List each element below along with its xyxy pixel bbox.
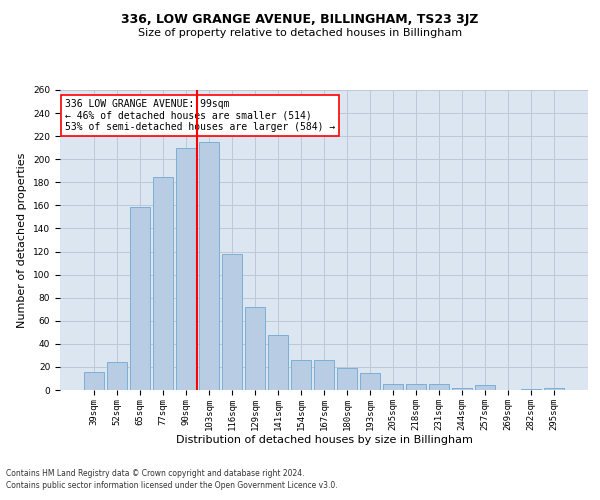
Bar (475, 386, 495, 390)
Bar (430, 384, 449, 390)
Bar (452, 388, 472, 390)
Text: 336 LOW GRANGE AVENUE: 99sqm
← 46% of detached houses are smaller (514)
53% of s: 336 LOW GRANGE AVENUE: 99sqm ← 46% of de… (65, 99, 335, 132)
Bar (544, 388, 564, 390)
Bar (222, 254, 242, 390)
Bar (360, 372, 380, 390)
Bar (107, 362, 127, 390)
Text: Contains HM Land Registry data © Crown copyright and database right 2024.: Contains HM Land Registry data © Crown c… (6, 468, 305, 477)
Bar (314, 360, 334, 390)
Bar (383, 384, 403, 390)
Bar (153, 176, 173, 390)
X-axis label: Distribution of detached houses by size in Billingham: Distribution of detached houses by size … (176, 436, 472, 446)
Bar (176, 148, 196, 390)
Bar (406, 384, 426, 390)
Bar (245, 307, 265, 390)
Bar (199, 142, 218, 390)
Bar (268, 334, 288, 390)
Bar (84, 372, 104, 390)
Bar (130, 206, 149, 390)
Text: 336, LOW GRANGE AVENUE, BILLINGHAM, TS23 3JZ: 336, LOW GRANGE AVENUE, BILLINGHAM, TS23… (121, 12, 479, 26)
Y-axis label: Number of detached properties: Number of detached properties (17, 152, 28, 328)
Bar (521, 389, 541, 390)
Text: Contains public sector information licensed under the Open Government Licence v3: Contains public sector information licen… (6, 481, 338, 490)
Text: Size of property relative to detached houses in Billingham: Size of property relative to detached ho… (138, 28, 462, 38)
Bar (337, 368, 357, 390)
Bar (291, 360, 311, 390)
